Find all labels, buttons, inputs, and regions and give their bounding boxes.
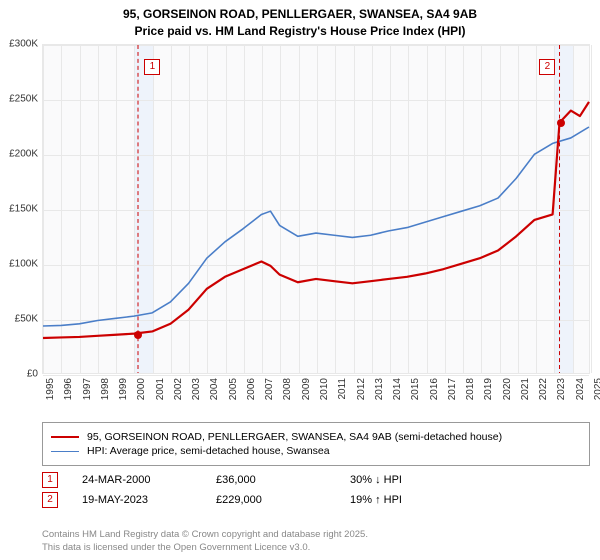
x-tick-label: 2025 [593,378,600,400]
x-tick-label: 2016 [429,378,440,400]
y-tick-label: £250K [9,94,38,105]
sale-point [134,331,142,339]
chart-container: £0£50K£100K£150K£200K£250K£300K 12 19951… [0,44,600,414]
y-tick-label: £0 [27,369,38,380]
x-tick-label: 2021 [520,378,531,400]
series-property [43,102,589,338]
x-tick-label: 2002 [173,378,184,400]
x-tick-label: 2024 [575,378,586,400]
x-tick-label: 1998 [100,378,111,400]
y-axis: £0£50K£100K£150K£200K£250K£300K [0,44,42,374]
info-price: £36,000 [216,474,326,486]
info-rows: 1 24-MAR-2000 £36,000 30% ↓ HPI 2 19-MAY-2023… [42,468,590,512]
footer-line2: This data is licensed under the Open Gov… [42,542,368,554]
footer-attribution: Contains HM Land Registry data © Crown c… [42,529,368,554]
y-tick-label: £300K [9,39,38,50]
x-tick-label: 2006 [246,378,257,400]
info-badge: 2 [42,492,58,508]
x-tick-label: 1999 [118,378,129,400]
x-tick-label: 2005 [228,378,239,400]
y-tick-label: £100K [9,259,38,270]
legend-swatch [51,436,79,438]
x-tick-label: 2020 [502,378,513,400]
x-tick-label: 2008 [282,378,293,400]
plot-area: 12 [42,44,590,374]
x-tick-label: 2001 [155,378,166,400]
x-tick-label: 2018 [465,378,476,400]
x-tick-label: 2019 [483,378,494,400]
x-tick-label: 2023 [556,378,567,400]
x-tick-label: 2009 [301,378,312,400]
x-tick-label: 2017 [447,378,458,400]
legend-box: 95, GORSEINON ROAD, PENLLERGAER, SWANSEA… [42,422,590,466]
y-tick-label: £50K [15,314,38,325]
legend-label: HPI: Average price, semi-detached house,… [87,445,330,457]
x-tick-label: 1997 [82,378,93,400]
x-tick-label: 1995 [45,378,56,400]
x-tick-label: 2003 [191,378,202,400]
legend-label: 95, GORSEINON ROAD, PENLLERGAER, SWANSEA… [87,431,502,443]
info-delta: 19% ↑ HPI [350,494,460,506]
marker-badge-1: 1 [144,59,160,75]
info-date: 24-MAR-2000 [82,474,192,486]
x-tick-label: 2014 [392,378,403,400]
series-hpi [43,127,589,326]
y-tick-label: £150K [9,204,38,215]
x-tick-label: 2000 [136,378,147,400]
x-tick-label: 2012 [356,378,367,400]
title-line2: Price paid vs. HM Land Registry's House … [10,23,590,40]
legend-item: 95, GORSEINON ROAD, PENLLERGAER, SWANSEA… [51,431,581,443]
chart-svg [43,45,589,373]
x-tick-label: 2013 [374,378,385,400]
x-axis: 1995 1996 1997 1998 1999 2000 2001 2002 2003 2004… [42,374,590,414]
legend-item: HPI: Average price, semi-detached house,… [51,445,581,457]
info-date: 19-MAY-2023 [82,494,192,506]
x-tick-label: 2022 [538,378,549,400]
x-tick-label: 2004 [209,378,220,400]
title-line1: 95, GORSEINON ROAD, PENLLERGAER, SWANSEA… [10,6,590,23]
info-row-1: 1 24-MAR-2000 £36,000 30% ↓ HPI [42,472,590,488]
y-tick-label: £200K [9,149,38,160]
legend-swatch [51,451,79,452]
footer-line1: Contains HM Land Registry data © Crown c… [42,529,368,541]
x-tick-label: 2015 [410,378,421,400]
x-tick-label: 1996 [63,378,74,400]
info-row-2: 2 19-MAY-2023 £229,000 19% ↑ HPI [42,492,590,508]
chart-title: 95, GORSEINON ROAD, PENLLERGAER, SWANSEA… [0,0,600,42]
info-delta: 30% ↓ HPI [350,474,460,486]
marker-badge-2: 2 [539,59,555,75]
x-tick-label: 2011 [337,378,348,400]
info-price: £229,000 [216,494,326,506]
sale-point [557,119,565,127]
x-tick-label: 2007 [264,378,275,400]
x-tick-label: 2010 [319,378,330,400]
info-badge: 1 [42,472,58,488]
